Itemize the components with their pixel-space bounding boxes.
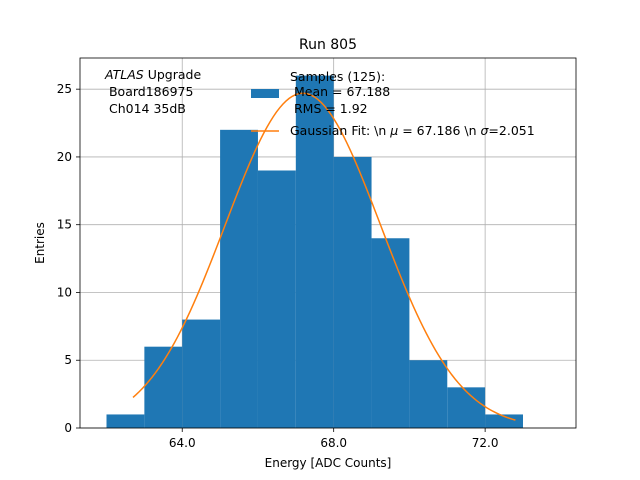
x-tick-label: 64.0	[169, 436, 196, 450]
legend-fit-middle: = 67.186 \n	[398, 123, 480, 138]
x-axis-label: Energy [ADC Counts]	[265, 456, 392, 470]
atlas-label-line1: ATLAS Upgrade	[104, 67, 201, 82]
histogram-bar	[144, 346, 183, 428]
channel-label: Ch014 35dB	[105, 101, 186, 116]
histogram-bar	[333, 156, 372, 428]
board-label: Board186975	[105, 84, 193, 99]
histogram-bar	[485, 414, 523, 428]
legend-fit-sigma: σ	[480, 123, 489, 138]
legend-samples-swatch	[251, 89, 279, 98]
upgrade-label: Upgrade	[144, 67, 202, 82]
histogram-bars	[106, 75, 523, 429]
legend-fit-suffix: =2.051	[488, 123, 534, 138]
histogram-bar	[447, 387, 486, 428]
atlas-label: ATLAS	[104, 67, 144, 82]
legend-fit-label: Gaussian Fit: \n μ = 67.186 \n σ=2.051	[290, 123, 535, 138]
x-tick-label: 72.0	[472, 436, 499, 450]
histogram-bar	[257, 170, 296, 428]
histogram-bar	[220, 129, 258, 429]
chart-title: Run 805	[299, 37, 357, 53]
histogram-bar	[295, 75, 334, 428]
axis-ticks: 64.0 68.0 72.0 0 5 10 15 20 25	[57, 82, 499, 450]
y-tick-label: 10	[57, 285, 72, 299]
y-tick-label: 0	[64, 421, 72, 435]
y-axis-label: Entries	[33, 222, 47, 264]
legend-samples-mean: Mean = 67.188	[290, 84, 390, 99]
legend-fit-mu: μ	[389, 123, 398, 138]
y-tick-label: 5	[64, 353, 72, 367]
gaussian-fit-curve	[132, 92, 516, 421]
x-tick-label: 68.0	[320, 436, 347, 450]
plot-frame	[79, 57, 577, 429]
y-tick-label: 20	[57, 150, 72, 164]
legend-samples-line1: Samples (125):	[290, 69, 385, 84]
histogram-bar	[182, 319, 221, 428]
atlas-annotation: ATLAS Upgrade Board186975 Ch014 35dB	[104, 67, 201, 116]
histogram-bar	[371, 238, 410, 428]
legend: Samples (125): Mean = 67.188 RMS = 1.92 …	[251, 69, 535, 138]
histogram-bar	[106, 414, 145, 428]
legend-samples-rms: RMS = 1.92	[290, 101, 368, 116]
legend-fit-prefix: Gaussian Fit: \n	[290, 123, 390, 138]
y-tick-label: 15	[57, 218, 72, 232]
histogram-bar	[409, 360, 448, 428]
y-tick-label: 25	[57, 82, 72, 96]
